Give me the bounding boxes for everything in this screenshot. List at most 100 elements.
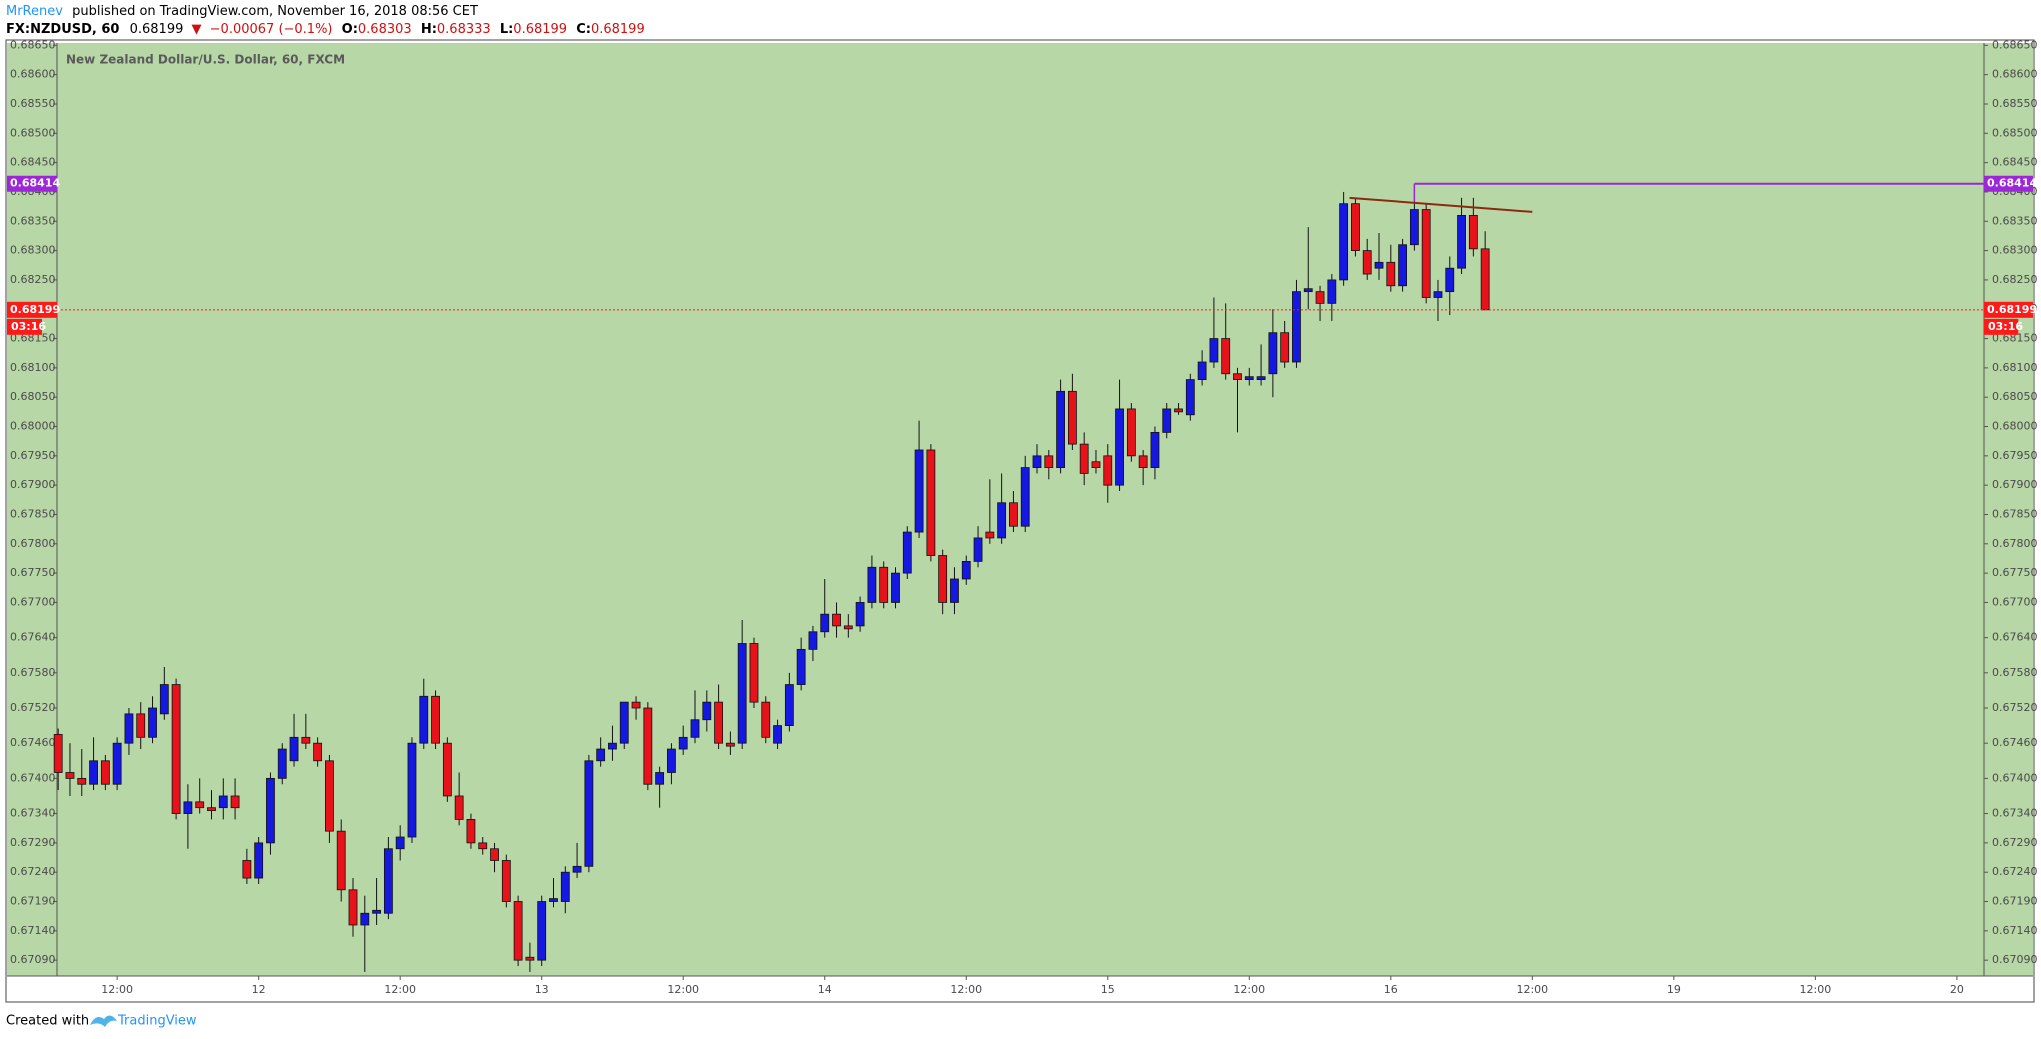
candle-body bbox=[183, 801, 193, 814]
candle-body bbox=[1103, 455, 1113, 486]
candle-body bbox=[383, 848, 393, 914]
y-tick-label: 0.68300 bbox=[10, 244, 56, 257]
candle-body bbox=[537, 901, 547, 961]
candle-body bbox=[1009, 502, 1018, 527]
y-tick-label: 0.68500 bbox=[1992, 126, 2038, 139]
x-tick-label: 12:00 bbox=[101, 983, 133, 996]
y-tick-label: 0.67640 bbox=[1992, 631, 2038, 644]
x-tick-label: 12:00 bbox=[667, 983, 699, 996]
last-price-box bbox=[7, 301, 57, 318]
level-label-box bbox=[7, 175, 57, 192]
candle-body bbox=[100, 760, 110, 785]
candle-body bbox=[985, 531, 995, 539]
last-price-label: 0.68199 bbox=[1987, 303, 2037, 316]
candle-body bbox=[195, 801, 205, 809]
ohlc-label: H: bbox=[421, 22, 437, 37]
y-tick-label: 0.67140 bbox=[10, 924, 56, 937]
x-tick-label: 12:00 bbox=[1233, 983, 1265, 996]
ohlc-value: 0.68199 bbox=[591, 22, 645, 37]
chart-title: New Zealand Dollar/U.S. Dollar, 60, FXCM bbox=[66, 53, 345, 67]
candle-body bbox=[1221, 338, 1231, 375]
candle-body bbox=[1150, 431, 1160, 468]
candle-body bbox=[254, 842, 264, 879]
candle-body bbox=[678, 736, 688, 750]
candle-body bbox=[1138, 455, 1148, 468]
y-tick-label: 0.68500 bbox=[10, 126, 56, 139]
candle-body bbox=[454, 795, 464, 820]
y-tick-label: 0.67850 bbox=[10, 507, 56, 520]
candle-body bbox=[1091, 461, 1101, 468]
ohlc-label: L: bbox=[500, 22, 513, 37]
y-tick-label: 0.67290 bbox=[10, 836, 56, 849]
candle-body bbox=[773, 725, 782, 744]
candle-body bbox=[725, 742, 735, 747]
countdown-label: 03:16 bbox=[1988, 320, 2023, 333]
y-tick-label: 0.67800 bbox=[10, 537, 56, 550]
x-tick-label: 12:00 bbox=[384, 983, 416, 996]
y-tick-label: 0.67460 bbox=[1992, 736, 2038, 749]
arrow: ▼ bbox=[192, 22, 202, 37]
candle-body bbox=[1315, 291, 1325, 304]
candle-body bbox=[549, 898, 558, 902]
candle-body bbox=[560, 871, 570, 902]
candle-body bbox=[1256, 376, 1266, 381]
y-tick-label: 0.67140 bbox=[1992, 924, 2038, 937]
y-tick-label: 0.67240 bbox=[1992, 865, 2038, 878]
candle-body bbox=[277, 748, 287, 779]
candle-body bbox=[1067, 390, 1077, 445]
level-label: 0.68414 bbox=[10, 177, 60, 190]
x-tick-label: 12:00 bbox=[1516, 983, 1548, 996]
candle-body bbox=[230, 795, 240, 809]
countdown-box bbox=[7, 318, 42, 335]
change: −0.00067 (−0.1%) bbox=[210, 22, 333, 37]
y-tick-label: 0.68450 bbox=[1992, 156, 2038, 169]
candle-body bbox=[1409, 209, 1419, 246]
ohlc-value: 0.68199 bbox=[513, 22, 567, 37]
candle-body bbox=[655, 772, 665, 785]
x-tick-label: 14 bbox=[818, 983, 832, 996]
candle-body bbox=[1433, 291, 1443, 298]
candle-body bbox=[1386, 261, 1396, 287]
footer-brand[interactable]: TradingView bbox=[117, 1014, 197, 1029]
candle-body bbox=[1374, 261, 1384, 269]
candle-body bbox=[1362, 250, 1372, 275]
candle-body bbox=[442, 742, 452, 797]
last-price-box bbox=[1984, 301, 2033, 318]
ohlc-label: C: bbox=[576, 22, 591, 37]
candle-body bbox=[1244, 376, 1254, 381]
candle-body bbox=[53, 733, 63, 773]
y-tick-label: 0.67090 bbox=[1992, 953, 2038, 966]
last-price-label: 0.68199 bbox=[10, 303, 60, 316]
y-tick-label: 0.67290 bbox=[1992, 836, 2038, 849]
y-tick-label: 0.68600 bbox=[1992, 68, 2038, 81]
plot-background bbox=[7, 43, 2033, 976]
y-tick-label: 0.67750 bbox=[1992, 566, 2038, 579]
candle-body bbox=[631, 701, 641, 709]
candle-body bbox=[348, 889, 358, 926]
y-tick-label: 0.67340 bbox=[10, 807, 56, 820]
countdown-label: 03:16 bbox=[11, 320, 46, 333]
candle-body bbox=[1457, 215, 1466, 269]
y-tick-label: 0.67240 bbox=[10, 865, 56, 878]
candle-body bbox=[1174, 408, 1183, 413]
candle-body bbox=[1445, 267, 1455, 293]
candle-body bbox=[395, 836, 405, 850]
candle-body bbox=[1126, 408, 1136, 457]
y-tick-label: 0.67800 bbox=[1992, 537, 2038, 550]
trendline bbox=[1349, 196, 1533, 213]
ohlc-value: 0.68333 bbox=[437, 22, 491, 37]
candle-body bbox=[466, 819, 476, 844]
candle-body bbox=[112, 742, 122, 785]
y-tick-label: 0.67950 bbox=[10, 449, 56, 462]
candle-body bbox=[820, 613, 830, 633]
candle-body bbox=[902, 531, 912, 574]
header-line-2: FX:NZDUSD, 60 0.68199 ▼ −0.00067 (−0.1%)… bbox=[6, 22, 645, 37]
candle-body bbox=[207, 807, 216, 812]
tv-logo bbox=[90, 1015, 117, 1027]
countdown-box bbox=[1984, 318, 2019, 335]
candle-body bbox=[1115, 408, 1124, 486]
candle-body bbox=[784, 684, 794, 726]
candle-body bbox=[1185, 379, 1195, 416]
candle-body bbox=[749, 643, 759, 703]
candle-body bbox=[737, 643, 747, 744]
